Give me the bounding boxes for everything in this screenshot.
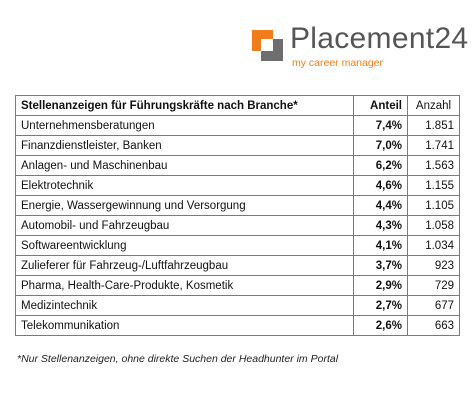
cell-branche: Medizintechnik <box>15 295 354 316</box>
cell-branche: Unternehmensberatungen <box>15 115 354 136</box>
cell-anteil: 2,6% <box>353 315 408 336</box>
logo-name: Placement24 <box>290 22 469 55</box>
table-row: Automobil- und Fahrzeugbau 4,3% 1.058 <box>15 215 460 236</box>
table-row: Energie, Wassergewinnung und Versorgung 4… <box>15 195 460 216</box>
cell-anzahl: 1.034 <box>407 235 460 256</box>
cell-anzahl: 729 <box>407 275 460 296</box>
cell-anzahl: 1.563 <box>407 155 460 176</box>
table-header-row: Stellenanzeigen für Führungskräfte nach … <box>15 95 460 116</box>
cell-branche: Zulieferer für Fahrzeug-/Luftfahrzeugbau <box>15 255 354 276</box>
cell-branche: Pharma, Health-Care-Produkte, Kosmetik <box>15 275 354 296</box>
cell-anteil: 4,3% <box>353 215 408 236</box>
cell-branche: Elektrotechnik <box>15 175 354 196</box>
cell-branche: Softwareentwicklung <box>15 235 354 256</box>
cell-anteil: 7,0% <box>353 135 408 156</box>
table-row: Medizintechnik 2,7% 677 <box>15 295 460 316</box>
cell-branche: Energie, Wassergewinnung und Versorgung <box>15 195 354 216</box>
cell-anteil: 4,1% <box>353 235 408 256</box>
table-row: Anlagen- und Maschinenbau 6,2% 1.563 <box>15 155 460 176</box>
cell-anteil: 2,7% <box>353 295 408 316</box>
cell-anzahl: 677 <box>407 295 460 316</box>
cell-anzahl: 923 <box>407 255 460 276</box>
table-row: Zulieferer für Fahrzeug-/Luftfahrzeugbau… <box>15 255 460 276</box>
cell-branche: Anlagen- und Maschinenbau <box>15 155 354 176</box>
cell-anteil: 7,4% <box>353 115 408 136</box>
cell-anzahl: 1.155 <box>407 175 460 196</box>
table-row: Telekommunikation 2,6% 663 <box>15 315 460 336</box>
industry-table: Stellenanzeigen für Führungskräfte nach … <box>15 95 460 336</box>
cell-anteil: 6,2% <box>353 155 408 176</box>
placement24-logo: Placement24 my career manager <box>252 22 468 76</box>
header-branche: Stellenanzeigen für Führungskräfte nach … <box>15 95 354 116</box>
cell-branche: Telekommunikation <box>15 315 354 336</box>
cell-anzahl: 1.851 <box>407 115 460 136</box>
footnote: *Nur Stellenanzeigen, ohne direkte Suche… <box>17 353 339 365</box>
logo-squares-icon <box>252 30 284 62</box>
cell-branche: Finanzdienstleister, Banken <box>15 135 354 156</box>
table-row: Softwareentwicklung 4,1% 1.034 <box>15 235 460 256</box>
cell-anteil: 4,4% <box>353 195 408 216</box>
cell-anzahl: 1.058 <box>407 215 460 236</box>
table-row: Finanzdienstleister, Banken 7,0% 1.741 <box>15 135 460 156</box>
cell-anzahl: 663 <box>407 315 460 336</box>
header-anteil: Anteil <box>353 95 408 116</box>
header-anzahl: Anzahl <box>407 95 460 116</box>
table-row: Unternehmensberatungen 7,4% 1.851 <box>15 115 460 136</box>
cell-branche: Automobil- und Fahrzeugbau <box>15 215 354 236</box>
table-row: Elektrotechnik 4,6% 1.155 <box>15 175 460 196</box>
cell-anzahl: 1.741 <box>407 135 460 156</box>
cell-anteil: 3,7% <box>353 255 408 276</box>
logo-tagline: my career manager <box>292 57 384 69</box>
cell-anteil: 4,6% <box>353 175 408 196</box>
table-row: Pharma, Health-Care-Produkte, Kosmetik 2,… <box>15 275 460 296</box>
cell-anteil: 2,9% <box>353 275 408 296</box>
cell-anzahl: 1.105 <box>407 195 460 216</box>
